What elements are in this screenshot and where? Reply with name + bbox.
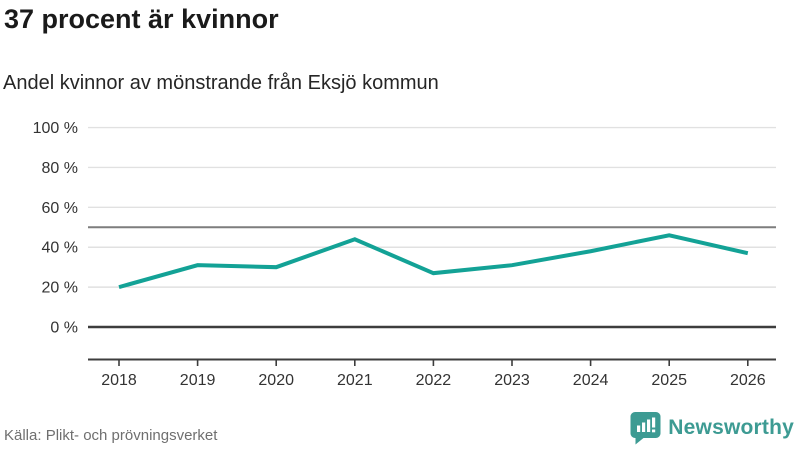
chart-subtitle: Andel kvinnor av mönstrande från Eksjö k… <box>3 72 439 94</box>
x-tick-label: 2020 <box>258 372 294 389</box>
newsworthy-wordmark: Newsworthy <box>668 416 794 439</box>
data-series-line <box>118 233 749 290</box>
newsworthy-logo: Newsworthy <box>630 411 794 445</box>
x-tick-label: 2026 <box>730 372 766 389</box>
source-note: Källa: Plikt- och prövningsverket <box>4 427 218 444</box>
y-tick-label: 20 % <box>42 280 78 297</box>
x-tick-label: 2018 <box>101 372 137 389</box>
x-tick-label: 2021 <box>337 372 373 389</box>
x-tick-label: 2022 <box>416 372 452 389</box>
y-tick-label: 60 % <box>42 200 78 217</box>
y-tick-label: 0 % <box>50 320 78 337</box>
page-title: 37 procent är kvinnor <box>4 4 279 34</box>
newsworthy-speech-bubble-chart-icon <box>630 411 661 445</box>
y-tick-label: 40 % <box>42 240 78 257</box>
y-tick-label: 100 % <box>33 120 78 137</box>
y-tick-label: 80 % <box>42 160 78 177</box>
x-tick-label: 2019 <box>180 372 216 389</box>
x-tick-label: 2024 <box>573 372 609 389</box>
x-tick-label: 2023 <box>494 372 530 389</box>
x-tick-label: 2025 <box>651 372 687 389</box>
